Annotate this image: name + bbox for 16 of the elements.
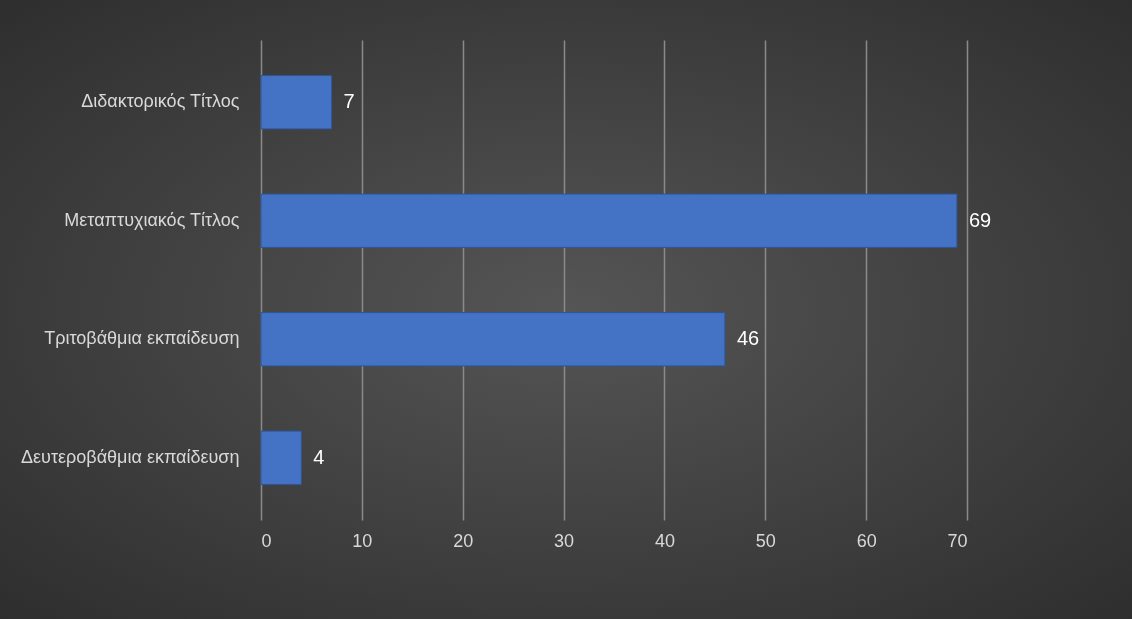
data-label: 4 <box>313 445 325 468</box>
x-tick-label: 60 <box>856 530 877 551</box>
x-tick-label: 10 <box>352 530 373 551</box>
y-tick-label: Διδακτορικός Τίτλος <box>81 91 240 112</box>
data-label: 46 <box>736 327 760 350</box>
data-label: 7 <box>343 90 355 113</box>
y-tick-label: Δευτεροβάθμια εκπαίδευση <box>21 446 240 467</box>
x-tick-label: 50 <box>755 530 776 551</box>
y-tick-label: Μεταπτυχιακός Τίτλος <box>64 209 240 230</box>
x-tick-label: 30 <box>554 530 575 551</box>
x-tick-label: 70 <box>947 530 968 551</box>
y-tick-label: Τριτοβάθμια εκπαίδευση <box>44 328 240 349</box>
x-tick-label: 40 <box>654 530 675 551</box>
data-label: 69 <box>968 208 992 231</box>
x-tick-label: 0 <box>261 530 272 551</box>
x-tick-label: 20 <box>453 530 474 551</box>
